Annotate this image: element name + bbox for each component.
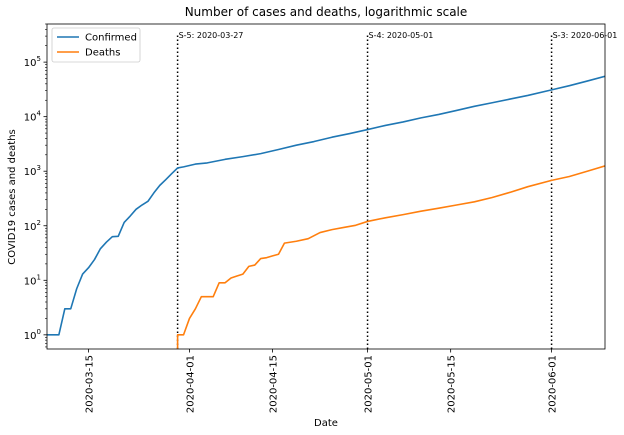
chart-title: Number of cases and deaths, logarithmic … [185,5,468,19]
series-line-confirmed [47,75,605,336]
y-tick-label-1: 101 [24,273,41,287]
x-tick-label-1: 2020-04-01 [185,355,196,413]
x-tick-label-5: 2020-06-01 [548,355,559,413]
y-axis-label: COVID19 cases and deaths [7,129,18,265]
annotation-label-2: S-4: 2020-05-01 [369,31,434,40]
y-tick-label-5: 105 [24,55,41,69]
legend-label-confirmed: Confirmed [85,33,137,44]
y-tick-label-0: 100 [24,328,41,342]
annotation-label-1: S-5: 2020-03-27 [179,31,244,40]
annotation-label-3: S-3: 2020-06-01 [553,31,618,40]
y-tick-label-4: 104 [24,110,42,124]
axes-frame [46,23,606,350]
x-tick-label-3: 2020-05-01 [364,355,375,413]
x-axis-label: Date [314,418,338,429]
y-tick-label-3: 103 [24,164,41,178]
y-tick-label-2: 102 [24,219,41,233]
legend-label-deaths: Deaths [85,48,120,59]
x-tick-label-0: 2020-03-15 [85,355,96,413]
x-tick-label-4: 2020-05-15 [447,355,458,413]
plot-area: S-5: 2020-03-27 S-4: 2020-05-01 S-3: 2020-… [24,23,618,413]
series-line-deaths [176,165,605,349]
x-tick-label-2: 2020-04-15 [269,355,280,413]
